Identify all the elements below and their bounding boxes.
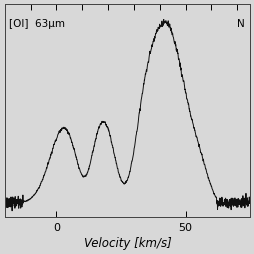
- Text: [OI]  63μm: [OI] 63μm: [9, 19, 65, 29]
- Text: N: N: [236, 19, 244, 29]
- X-axis label: Velocity [km/s]: Velocity [km/s]: [83, 236, 171, 249]
